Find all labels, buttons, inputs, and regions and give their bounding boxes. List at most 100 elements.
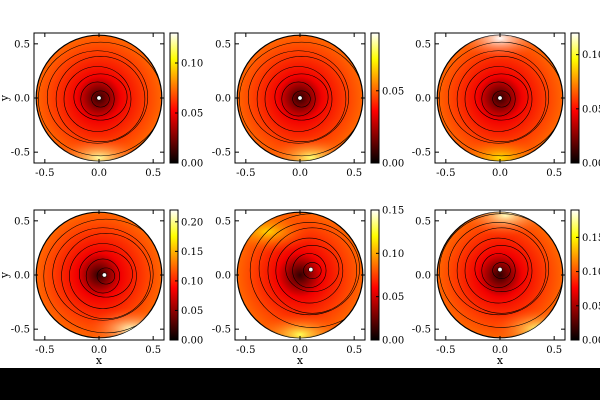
x-axis-label: x — [297, 354, 304, 367]
contour-line — [38, 41, 162, 157]
contour-line — [464, 66, 533, 132]
minimum-marker — [297, 95, 303, 101]
colorbar — [169, 209, 179, 341]
y-tick-label: -0.5 — [11, 148, 30, 159]
x-tick-label: 0.5 — [346, 345, 362, 356]
y-tick-label: 0.0 — [14, 271, 30, 282]
y-tick-label: 0.0 — [215, 271, 231, 282]
contour-line — [275, 237, 344, 304]
contour-line — [96, 267, 116, 285]
y-tick-label: 0.5 — [215, 39, 231, 50]
x-tick-label: -0.5 — [35, 345, 54, 356]
contour-line — [285, 245, 340, 293]
y-tick-label: 0.5 — [415, 216, 431, 227]
contour-line — [447, 222, 550, 316]
contour-line — [292, 90, 311, 108]
contour-line — [52, 227, 154, 321]
minimum-marker — [497, 267, 503, 273]
panel-2-2: -0.5 0.0 0.5 0.5 0.0 -0.5 x 0.00 0.05 0.10 0.15 — [212, 206, 405, 368]
bright-edge-region — [263, 135, 358, 161]
contour-line — [78, 250, 133, 298]
contour-line — [55, 55, 146, 143]
contour-line — [258, 222, 360, 316]
colorbar-tick-label: 0.10 — [582, 50, 600, 61]
y-tick-label: -0.5 — [11, 325, 30, 336]
colorbar-tick-label: 0.05 — [181, 109, 203, 120]
contour-line — [292, 253, 327, 288]
panel-2-1: -0.5 0.0 0.5 0.5 0.0 -0.5 x y 0.00 0.05 0.10 0.15 0.… — [0, 209, 203, 367]
bright-edge-region — [252, 312, 348, 338]
contour-line — [281, 81, 316, 117]
bright-edge-region — [452, 135, 548, 161]
x-tick-label: 0.0 — [292, 345, 308, 356]
colorbar-tick-label: 0.10 — [582, 267, 600, 278]
colorbar-tick-label: 0.05 — [181, 306, 203, 317]
x-tick-label: 0.5 — [145, 345, 161, 356]
x-tick-label: 0.5 — [145, 168, 161, 179]
x-tick-label: 0.0 — [492, 345, 508, 356]
colorbar-tick-label: 0.00 — [181, 336, 203, 347]
colorbar-tick-label: 0.15 — [382, 206, 404, 217]
bright-edge-region — [51, 135, 147, 161]
x-tick-label: 0.5 — [546, 168, 562, 179]
contour-line — [61, 232, 151, 320]
bright-edge-region — [452, 35, 548, 61]
x-tick-label: 0.0 — [91, 345, 107, 356]
colorbar — [370, 32, 380, 164]
x-tick-label: 0.0 — [91, 168, 107, 179]
y-axis-label: y — [0, 94, 11, 102]
x-tick-label: -0.5 — [236, 168, 255, 179]
x-tick-label: 0.5 — [546, 345, 562, 356]
contour-line — [303, 262, 322, 280]
colorbar-tick-label: 0.05 — [582, 301, 600, 312]
x-axis-label: x — [497, 354, 504, 367]
feature-layer — [38, 41, 162, 161]
x-tick-label: -0.5 — [236, 345, 255, 356]
contour-line — [85, 258, 120, 294]
minimum-marker — [308, 267, 314, 273]
y-tick-label: -0.5 — [412, 325, 431, 336]
colorbar-tick-label: 0.10 — [382, 249, 404, 260]
contour-line — [474, 73, 529, 121]
contour-line — [264, 66, 333, 132]
x-tick-label: -0.5 — [436, 345, 455, 356]
panel-1-2: -0.5 0.0 0.5 0.5 0.0 -0.5 0.00 0.05 — [212, 32, 404, 179]
bright-edge-region — [458, 212, 553, 238]
y-tick-label: 0.0 — [215, 94, 231, 105]
minimum-marker — [96, 95, 102, 101]
colorbar-tick-label: 0.05 — [382, 292, 404, 303]
contour-line — [239, 41, 363, 157]
colorbar-tick-label: 0.20 — [181, 217, 203, 228]
contour-line — [481, 253, 516, 288]
colorbar-tick-label: 0.00 — [582, 159, 600, 170]
x-tick-label: 0.0 — [292, 168, 308, 179]
panels: -0.5 0.0 0.5 0.5 0.0 -0.5 y 0.00 0.05 0.10 -0.5 0.0… — [0, 32, 600, 368]
panel-1-3: -0.5 0.0 0.5 0.5 0.0 -0.5 0.00 0.05 0.10 — [412, 32, 600, 179]
y-tick-label: 0.5 — [415, 39, 431, 50]
panel-1-1: -0.5 0.0 0.5 0.5 0.0 -0.5 y 0.00 0.05 0.10 — [0, 32, 203, 179]
y-tick-label: 0.5 — [14, 39, 30, 50]
contour-line — [274, 73, 329, 121]
colorbar-tick-label: 0.15 — [181, 247, 203, 258]
x-axis-label: x — [96, 354, 103, 367]
y-tick-label: 0.5 — [215, 216, 231, 227]
colorbar-tick-label: 0.00 — [582, 336, 600, 347]
feature-layer — [239, 41, 363, 161]
colorbar-tick-label: 0.05 — [382, 86, 404, 97]
contour-line — [43, 218, 162, 334]
contour-line — [249, 213, 363, 328]
contour-line — [474, 245, 529, 293]
y-tick-label: 0.0 — [14, 94, 30, 105]
contour-line — [46, 50, 149, 144]
colorbar — [169, 32, 179, 164]
y-tick-label: -0.5 — [412, 148, 431, 159]
contour-line — [80, 81, 115, 117]
y-tick-label: 0.0 — [415, 271, 431, 282]
colorbar — [570, 209, 580, 341]
contour-line — [73, 73, 128, 121]
y-axis-label: y — [0, 271, 11, 279]
colorbar-tick-label: 0.00 — [382, 336, 404, 347]
colorbar-tick-label: 0.00 — [181, 159, 203, 170]
contour-line — [456, 227, 547, 314]
